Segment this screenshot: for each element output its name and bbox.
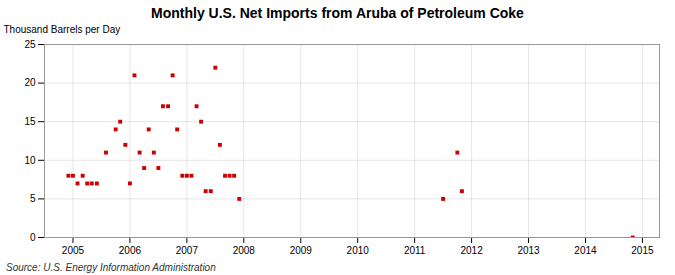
svg-text:25: 25: [24, 39, 36, 50]
html-text:Source: U.S. Energy Informatio: Source: U.S. Energy Information Administ…: [6, 262, 216, 273]
svg-text:2014: 2014: [574, 245, 597, 256]
svg-text:2009: 2009: [290, 245, 313, 256]
svg-text:2006: 2006: [119, 245, 142, 256]
svg-text:2005: 2005: [62, 245, 85, 256]
svg-text:2015: 2015: [631, 245, 654, 256]
svg-text:2012: 2012: [460, 245, 483, 256]
svg-text:10: 10: [24, 155, 36, 166]
svg-text:0: 0: [30, 232, 36, 243]
html-text:Monthly U.S. Net Imports from: Monthly U.S. Net Imports from Aruba of P…: [151, 5, 524, 21]
svg-text:2007: 2007: [176, 245, 199, 256]
svg-text:2010: 2010: [347, 245, 370, 256]
svg-text:20: 20: [24, 77, 36, 88]
svg-text:2008: 2008: [233, 245, 256, 256]
svg-text:5: 5: [30, 193, 36, 204]
svg-text:Thousand Barrels per Day: Thousand Barrels per Day: [4, 24, 121, 35]
svg-text:2011: 2011: [404, 245, 426, 256]
svg-text:2013: 2013: [517, 245, 540, 256]
svg-text:15: 15: [24, 116, 36, 127]
